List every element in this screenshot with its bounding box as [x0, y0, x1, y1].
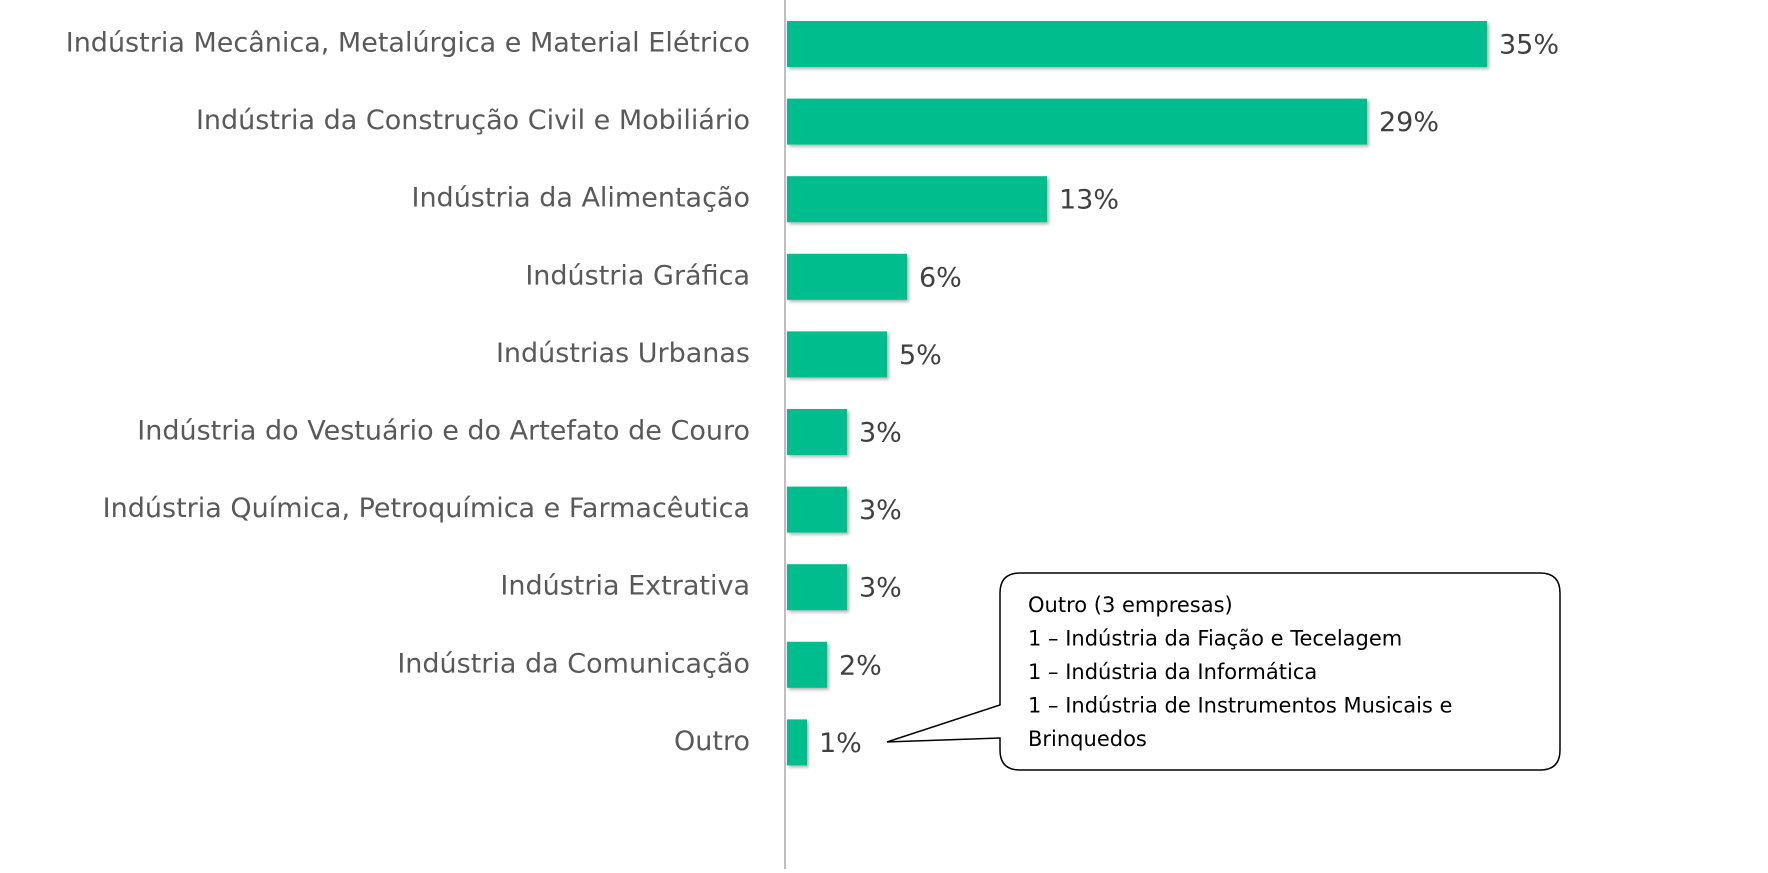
data-label: 6% — [919, 262, 962, 293]
category-label: Indústrias Urbanas — [496, 338, 750, 369]
annotation-line: 1 – Indústria da Informática — [1028, 660, 1317, 684]
annotation-line: 1 – Indústria da Fiação e Tecelagem — [1028, 627, 1402, 651]
category-label: Indústria da Construção Civil e Mobiliár… — [196, 105, 750, 136]
data-label: 3% — [859, 418, 902, 449]
category-label: Indústria Gráfica — [525, 260, 750, 291]
category-label: Indústria do Vestuário e do Artefato de … — [137, 416, 750, 447]
bar — [787, 641, 827, 688]
category-label: Indústria Mecânica, Metalúrgica e Materi… — [66, 28, 750, 59]
bar — [787, 564, 847, 611]
data-label: 29% — [1379, 107, 1439, 138]
category-label: Outro — [674, 726, 750, 757]
bar — [787, 486, 847, 533]
bar — [787, 409, 847, 455]
data-label: 1% — [819, 728, 862, 759]
data-label: 5% — [899, 340, 942, 371]
category-label: Indústria Química, Petroquímica e Farmac… — [103, 493, 750, 524]
data-label: 13% — [1059, 185, 1119, 216]
category-label: Indústria da Alimentação — [411, 183, 750, 214]
bar — [787, 719, 807, 766]
data-label: 2% — [839, 650, 882, 681]
bar — [787, 253, 907, 300]
annotation-line: Outro (3 empresas) — [1028, 593, 1233, 617]
bar — [787, 176, 1047, 223]
bar — [787, 21, 1487, 67]
annotation-line: 1 – Indústria de Instrumentos Musicais e — [1028, 694, 1452, 718]
data-label: 3% — [859, 573, 902, 604]
category-label: Indústria da Comunicação — [397, 648, 750, 679]
annotation-line: Brinquedos — [1028, 727, 1147, 751]
category-label: Indústria Extrativa — [500, 571, 750, 602]
callout — [886, 572, 1561, 771]
data-label: 35% — [1499, 30, 1559, 61]
data-label: 3% — [859, 495, 902, 526]
bar — [787, 331, 887, 378]
bar — [787, 98, 1367, 145]
